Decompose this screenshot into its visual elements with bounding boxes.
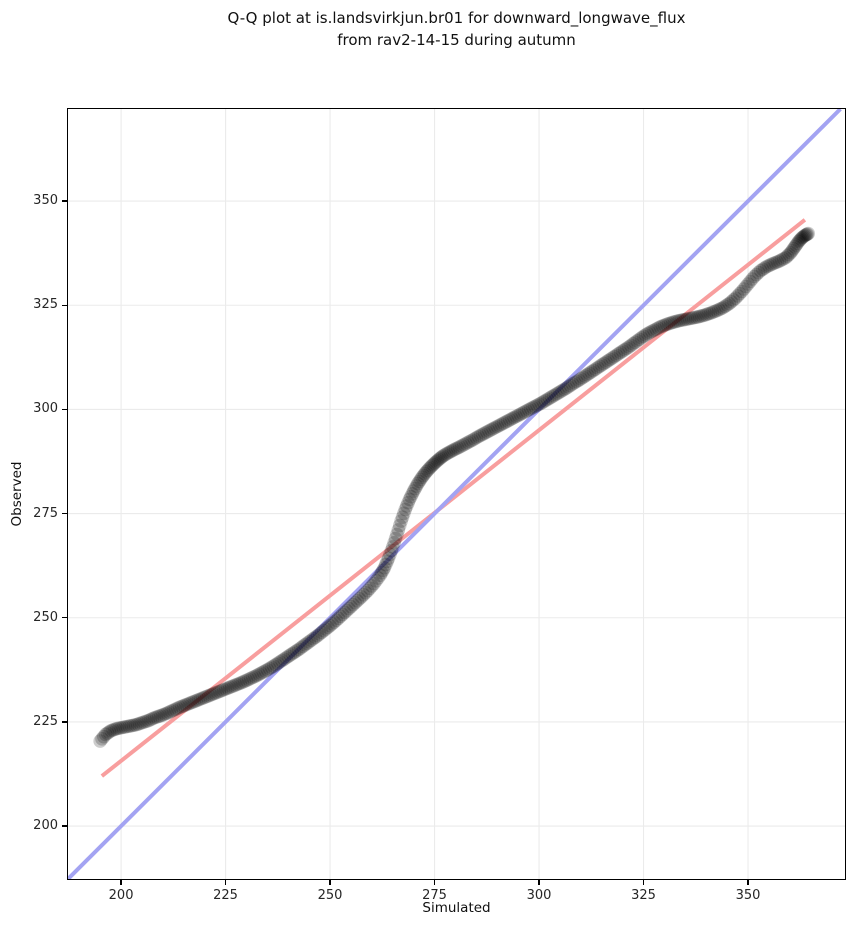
x-tick-label: 225 (213, 888, 238, 903)
quantile-points (93, 226, 816, 748)
x-tick-mark (747, 880, 749, 885)
chart-title-line1: Q-Q plot at is.landsvirkjun.br01 for dow… (227, 9, 686, 27)
identity-line (68, 109, 842, 879)
y-tick-mark (62, 512, 67, 515)
x-tick-mark (329, 880, 331, 885)
y-tick-mark (62, 825, 67, 827)
x-tick-mark (120, 880, 122, 885)
x-tick-label: 300 (526, 888, 552, 903)
x-tick-mark (433, 880, 436, 885)
y-tick-label: 250 (33, 609, 58, 625)
chart-title-line2: from rav2-14-15 during autumn (337, 31, 576, 49)
y-tick-mark (62, 721, 67, 723)
x-tick-label: 200 (108, 888, 134, 903)
x-axis-label: Simulated (422, 900, 491, 916)
x-tick-label: 350 (735, 888, 761, 903)
x-tick-label: 250 (317, 888, 343, 903)
y-tick-mark (62, 200, 67, 202)
plot-canvas (68, 109, 845, 879)
y-tick-label: 200 (33, 818, 58, 834)
y-tick-mark (62, 408, 67, 411)
x-tick-mark (538, 880, 540, 885)
regression-line (100, 218, 807, 778)
x-tick-mark (224, 880, 227, 885)
y-tick-label: 350 (33, 193, 58, 209)
x-tick-label: 325 (631, 888, 656, 903)
y-tick-mark (62, 617, 67, 619)
y-tick-label: 325 (33, 297, 58, 313)
y-tick-label: 300 (33, 401, 58, 417)
x-tick-label: 275 (422, 888, 447, 903)
x-tick-mark (642, 880, 645, 885)
chart-title: Q-Q plot at is.landsvirkjun.br01 for dow… (68, 7, 845, 51)
y-tick-label: 225 (33, 713, 58, 729)
y-tick-label: 275 (33, 505, 58, 521)
plot-area (67, 108, 846, 880)
y-tick-mark (62, 304, 67, 306)
